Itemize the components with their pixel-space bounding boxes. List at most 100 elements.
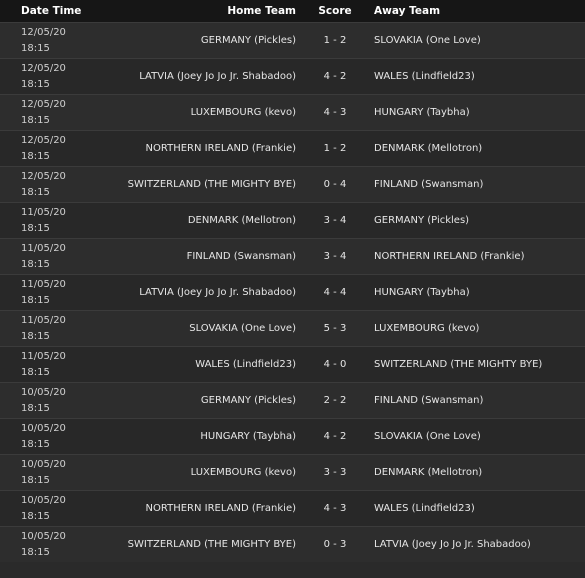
away-team: DENMARK (Mellotron) [374, 467, 483, 478]
match-date: 11/05/20 [21, 314, 66, 326]
match-date: 10/05/20 [21, 422, 66, 434]
match-datetime: 12/05/20 18:15 [0, 133, 82, 165]
match-datetime: 11/05/20 18:15 [0, 241, 82, 273]
match-score: 5 - 3 [323, 323, 347, 334]
match-score: 4 - 2 [323, 71, 347, 82]
table-row[interactable]: 10/05/20 18:15 GERMANY (Pickles) 2 - 2 FINLA… [0, 382, 585, 418]
match-datetime: 11/05/20 18:15 [0, 313, 82, 345]
match-datetime: 12/05/20 18:15 [0, 97, 82, 129]
match-time: 18:15 [21, 474, 50, 486]
match-time: 18:15 [21, 510, 50, 522]
table-row[interactable]: 12/05/20 18:15 NORTHERN IRELAND (Frankie) 1… [0, 130, 585, 166]
table-row[interactable]: 10/05/20 18:15 NORTHERN IRELAND (Frankie) 4… [0, 490, 585, 526]
match-time: 18:15 [21, 294, 50, 306]
away-team: DENMARK (Mellotron) [374, 143, 483, 154]
home-team: SLOVAKIA (One Love) [189, 323, 296, 334]
match-date: 12/05/20 [21, 134, 66, 146]
home-team: SWITZERLAND (THE MIGHTY BYE) [127, 179, 296, 190]
away-team: LUXEMBOURG (kevo) [374, 323, 480, 334]
match-time: 18:15 [21, 546, 50, 558]
match-time: 18:15 [21, 78, 50, 90]
home-team: LATVIA (Joey Jo Jo Jr. Shabadoo) [139, 71, 296, 82]
away-team: SWITZERLAND (THE MIGHTY BYE) [374, 359, 543, 370]
match-time: 18:15 [21, 42, 50, 54]
table-row[interactable]: 12/05/20 18:15 LATVIA (Joey Jo Jo Jr. Shab… [0, 58, 585, 94]
away-team: HUNGARY (Taybha) [374, 287, 470, 298]
column-header-score: Score [318, 5, 352, 17]
match-datetime: 10/05/20 18:15 [0, 529, 82, 561]
match-score: 4 - 3 [323, 107, 347, 118]
match-date: 12/05/20 [21, 62, 66, 74]
match-datetime: 12/05/20 18:15 [0, 25, 82, 57]
match-datetime: 11/05/20 18:15 [0, 349, 82, 381]
table-row[interactable]: 12/05/20 18:15 SWITZERLAND (THE MIGHTY BYE… [0, 166, 585, 202]
home-team: WALES (Lindfield23) [195, 359, 296, 370]
match-time: 18:15 [21, 186, 50, 198]
match-score: 4 - 3 [323, 503, 347, 514]
match-score: 3 - 4 [323, 251, 347, 262]
away-team: HUNGARY (Taybha) [374, 107, 470, 118]
match-score: 0 - 3 [323, 539, 347, 550]
match-score: 4 - 4 [323, 287, 347, 298]
match-date: 10/05/20 [21, 386, 66, 398]
match-score: 4 - 0 [323, 359, 347, 370]
away-team: FINLAND (Swansman) [374, 395, 484, 406]
home-team: LUXEMBOURG (kevo) [190, 107, 296, 118]
match-score: 3 - 3 [323, 467, 347, 478]
match-time: 18:15 [21, 402, 50, 414]
table-body: 12/05/20 18:15 GERMANY (Pickles) 1 - 2 SLOVA… [0, 22, 585, 562]
away-team: WALES (Lindfield23) [374, 503, 475, 514]
home-team: NORTHERN IRELAND (Frankie) [145, 503, 296, 514]
match-score: 1 - 2 [323, 143, 347, 154]
home-team: NORTHERN IRELAND (Frankie) [145, 143, 296, 154]
table-row[interactable]: 11/05/20 18:15 WALES (Lindfield23) 4 - 0 SWI… [0, 346, 585, 382]
table-row[interactable]: 11/05/20 18:15 SLOVAKIA (One Love) 5 - 3 LUX… [0, 310, 585, 346]
match-time: 18:15 [21, 366, 50, 378]
match-datetime: 10/05/20 18:15 [0, 421, 82, 453]
table-row[interactable]: 11/05/20 18:15 DENMARK (Mellotron) 3 - 4 GER… [0, 202, 585, 238]
results-table: Date Time Home Team Score Away Team 12/0… [0, 0, 585, 562]
table-row[interactable]: 12/05/20 18:15 GERMANY (Pickles) 1 - 2 SLOVA… [0, 22, 585, 58]
match-date: 11/05/20 [21, 206, 66, 218]
match-date: 10/05/20 [21, 530, 66, 542]
match-score: 3 - 4 [323, 215, 347, 226]
match-score: 0 - 4 [323, 179, 347, 190]
match-date: 10/05/20 [21, 458, 66, 470]
table-row[interactable]: 10/05/20 18:15 SWITZERLAND (THE MIGHTY BYE… [0, 526, 585, 562]
away-team: NORTHERN IRELAND (Frankie) [374, 251, 525, 262]
home-team: GERMANY (Pickles) [200, 35, 296, 46]
match-date: 11/05/20 [21, 350, 66, 362]
table-row[interactable]: 10/05/20 18:15 LUXEMBOURG (kevo) 3 - 3 DENMA… [0, 454, 585, 490]
match-datetime: 11/05/20 18:15 [0, 205, 82, 237]
home-team: LATVIA (Joey Jo Jo Jr. Shabadoo) [139, 287, 296, 298]
match-date: 11/05/20 [21, 278, 66, 290]
column-header-away-team: Away Team [374, 5, 441, 17]
home-team: LUXEMBOURG (kevo) [190, 467, 296, 478]
match-datetime: 11/05/20 18:15 [0, 277, 82, 309]
home-team: DENMARK (Mellotron) [187, 215, 296, 226]
table-row[interactable]: 11/05/20 18:15 LATVIA (Joey Jo Jo Jr. Shab… [0, 274, 585, 310]
match-score: 1 - 2 [323, 35, 347, 46]
away-team: FINLAND (Swansman) [374, 179, 484, 190]
away-team: SLOVAKIA (One Love) [374, 431, 481, 442]
match-date: 11/05/20 [21, 242, 66, 254]
match-datetime: 12/05/20 18:15 [0, 61, 82, 93]
match-date: 12/05/20 [21, 98, 66, 110]
match-date: 12/05/20 [21, 170, 66, 182]
table-row[interactable]: 11/05/20 18:15 FINLAND (Swansman) 3 - 4 NORT… [0, 238, 585, 274]
table-row[interactable]: 10/05/20 18:15 HUNGARY (Taybha) 4 - 2 SLOVAK… [0, 418, 585, 454]
match-time: 18:15 [21, 150, 50, 162]
match-time: 18:15 [21, 330, 50, 342]
match-date: 12/05/20 [21, 26, 66, 38]
away-team: GERMANY (Pickles) [374, 215, 470, 226]
match-date: 10/05/20 [21, 494, 66, 506]
away-team: LATVIA (Joey Jo Jo Jr. Shabadoo) [374, 539, 531, 550]
match-datetime: 10/05/20 18:15 [0, 457, 82, 489]
match-score: 4 - 2 [323, 431, 347, 442]
match-time: 18:15 [21, 222, 50, 234]
table-row[interactable]: 12/05/20 18:15 LUXEMBOURG (kevo) 4 - 3 HUNGA… [0, 94, 585, 130]
home-team: HUNGARY (Taybha) [200, 431, 296, 442]
column-header-home-team: Home Team [227, 5, 296, 17]
away-team: SLOVAKIA (One Love) [374, 35, 481, 46]
home-team: FINLAND (Swansman) [186, 251, 296, 262]
